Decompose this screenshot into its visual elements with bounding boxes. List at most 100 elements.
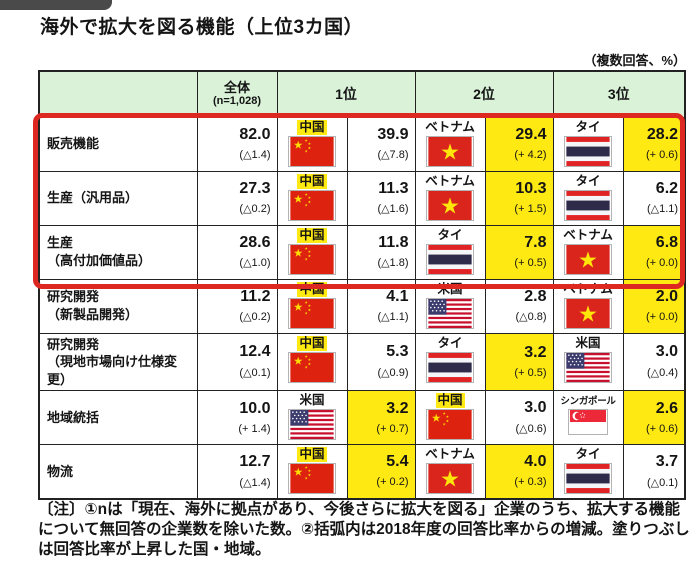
- rank3-value: 2.0: [655, 288, 679, 306]
- rank3-value-cell: 28.2 (+ 0.6): [622, 116, 686, 172]
- country-name: 米国: [575, 335, 601, 350]
- total-header: 全体 (n=1,028): [196, 70, 278, 118]
- rank3-country-cell: ベトナム: [552, 278, 624, 334]
- rank3-value-cell: 6.2 (△1.1): [622, 170, 686, 226]
- usa-flag-icon: [288, 409, 336, 441]
- country-name: ベトナム: [425, 119, 475, 134]
- total-value-cell: 82.0 (△1.4): [196, 116, 278, 172]
- rank1-change: (△1.8): [377, 257, 409, 270]
- row-label: 販売機能: [38, 116, 198, 172]
- country-name: 中国: [297, 173, 327, 189]
- country-name: ベトナム: [425, 447, 475, 462]
- rank3-country-cell: ベトナム: [552, 224, 624, 280]
- rank1-value: 39.9: [377, 125, 409, 143]
- total-value-cell: 10.0 (+ 1.4): [196, 390, 278, 446]
- total-value-cell: 27.3 (△0.2): [196, 170, 278, 226]
- rank2-value-cell: 2.8 (△0.8): [484, 278, 554, 334]
- rank1-country-cell: 米国: [276, 390, 348, 446]
- rank2-value-cell: 10.3 (+ 1.5): [484, 170, 554, 226]
- rank2-change: (+ 0.3): [514, 476, 547, 489]
- corner-cell: [38, 70, 198, 118]
- rank1-value-cell: 11.3 (△1.6): [346, 170, 416, 226]
- rank2-change: (+ 4.2): [514, 148, 547, 161]
- vietnam-flag-icon: [426, 189, 475, 221]
- rank1-country-cell: 中国: [276, 444, 348, 500]
- rank3-change: (△0.4): [646, 367, 679, 380]
- rank2-value: 29.4: [515, 126, 547, 144]
- china-flag-icon: [426, 409, 475, 441]
- rank1-value-cell: 5.3 (△0.9): [346, 332, 416, 392]
- rank1-value: 5.3: [386, 343, 409, 361]
- rank1-value: 11.8: [378, 233, 409, 251]
- rank3-change: (+ 0.0): [645, 310, 679, 323]
- rank1-change: (△1.1): [377, 311, 409, 324]
- china-flag-icon: [288, 351, 336, 383]
- unit-note: （複数回答、%）: [583, 53, 686, 68]
- china-flag-icon: [288, 463, 336, 495]
- vietnam-flag-icon: [426, 135, 475, 167]
- total-value-cell: 28.6 (△1.0): [196, 224, 278, 280]
- rank1-change: (△7.8): [377, 149, 409, 162]
- rank2-country-cell: ベトナム: [414, 170, 486, 226]
- total-change: (+ 1.4): [238, 422, 271, 435]
- rank2-country-cell: ベトナム: [414, 116, 486, 172]
- rank1-value: 11.3: [378, 179, 409, 197]
- rank1-header: 1位: [276, 70, 416, 118]
- table-row-sales: 販売機能 82.0 (△1.4) 中国 39.9 (△7.8) ベトナム: [38, 116, 686, 172]
- total-header-label: 全体: [223, 79, 250, 95]
- rank2-country-cell: タイ: [414, 224, 486, 280]
- total-value-cell: 12.4 (△0.1): [196, 332, 278, 392]
- total-header-n: (n=1,028): [213, 95, 261, 108]
- rank2-change: (△0.6): [515, 423, 547, 436]
- rank2-value-cell: 29.4 (+ 4.2): [484, 116, 554, 172]
- country-name: ベトナム: [425, 173, 475, 188]
- total-value: 11.2: [240, 287, 271, 305]
- country-name: タイ: [575, 447, 601, 462]
- rank3-value-cell: 6.8 (+ 0.0): [622, 224, 686, 280]
- rank1-value-cell: 39.9 (△7.8): [346, 116, 416, 172]
- rank2-value: 7.8: [524, 234, 547, 252]
- row-label: 研究開発 （新製品開発）: [38, 278, 198, 334]
- rank1-country-cell: 中国: [276, 278, 348, 334]
- country-name: タイ: [437, 335, 463, 350]
- total-change: (△1.4): [239, 476, 271, 489]
- country-name: 中国: [297, 281, 327, 297]
- rank1-country-cell: 中国: [276, 332, 348, 392]
- rank2-value: 2.8: [524, 287, 547, 305]
- page-title: 海外で拡大を図る機能（上位3カ国）: [40, 17, 364, 38]
- expansion-functions-table: 全体 (n=1,028) 1位 2位 3位 販売機能 82.0 (△1.4) 中…: [38, 70, 687, 500]
- table-row-rnd-localization: 研究開発 （現地市場向け仕様変更） 12.4 (△0.1) 中国 5.3 (△0…: [38, 332, 686, 392]
- rank3-value-cell: 3.0 (△0.4): [622, 332, 686, 392]
- vietnam-flag-icon: [564, 243, 613, 275]
- header-row: 全体 (n=1,028) 1位 2位 3位: [38, 70, 686, 118]
- rank1-value: 3.2: [386, 399, 409, 417]
- thailand-flag-icon: [564, 189, 613, 221]
- rank1-value: 5.4: [386, 453, 409, 471]
- country-name: タイ: [575, 119, 601, 134]
- rank3-change: (△0.1): [646, 476, 679, 489]
- rank2-value: 4.0: [524, 453, 547, 471]
- rank2-country-cell: 米国: [414, 278, 486, 334]
- table-row-production-general: 生産（汎用品） 27.3 (△0.2) 中国 11.3 (△1.6) ベトナム: [38, 170, 686, 226]
- total-value: 12.4: [239, 343, 271, 361]
- total-change: (△0.2): [239, 311, 271, 324]
- rank1-change: (△1.6): [377, 203, 409, 216]
- country-name: タイ: [437, 227, 463, 242]
- thailand-flag-icon: [426, 351, 475, 383]
- total-value: 10.0: [239, 399, 271, 417]
- rank3-value-cell: 2.6 (+ 0.6): [622, 390, 686, 446]
- country-name: 中国: [297, 447, 327, 463]
- rank1-change: (+ 0.7): [376, 422, 409, 435]
- total-value-cell: 12.7 (△1.4): [196, 444, 278, 500]
- cropped-artifact-bar: [0, 0, 112, 10]
- rank1-country-cell: 中国: [276, 170, 348, 226]
- vietnam-flag-icon: [426, 463, 475, 495]
- rank3-header: 3位: [552, 70, 686, 118]
- footnote: 〔注〕①nは「現在、海外に拠点があり、今後さらに拡大を図る」企業のうち、拡大する…: [38, 501, 690, 559]
- total-change: (△1.4): [239, 149, 271, 162]
- rank2-country-cell: タイ: [414, 332, 486, 392]
- rank3-change: (△1.1): [646, 203, 679, 216]
- total-value: 28.6: [239, 233, 271, 251]
- rank1-value-cell: 4.1 (△1.1): [346, 278, 416, 334]
- china-flag-icon: [288, 189, 336, 221]
